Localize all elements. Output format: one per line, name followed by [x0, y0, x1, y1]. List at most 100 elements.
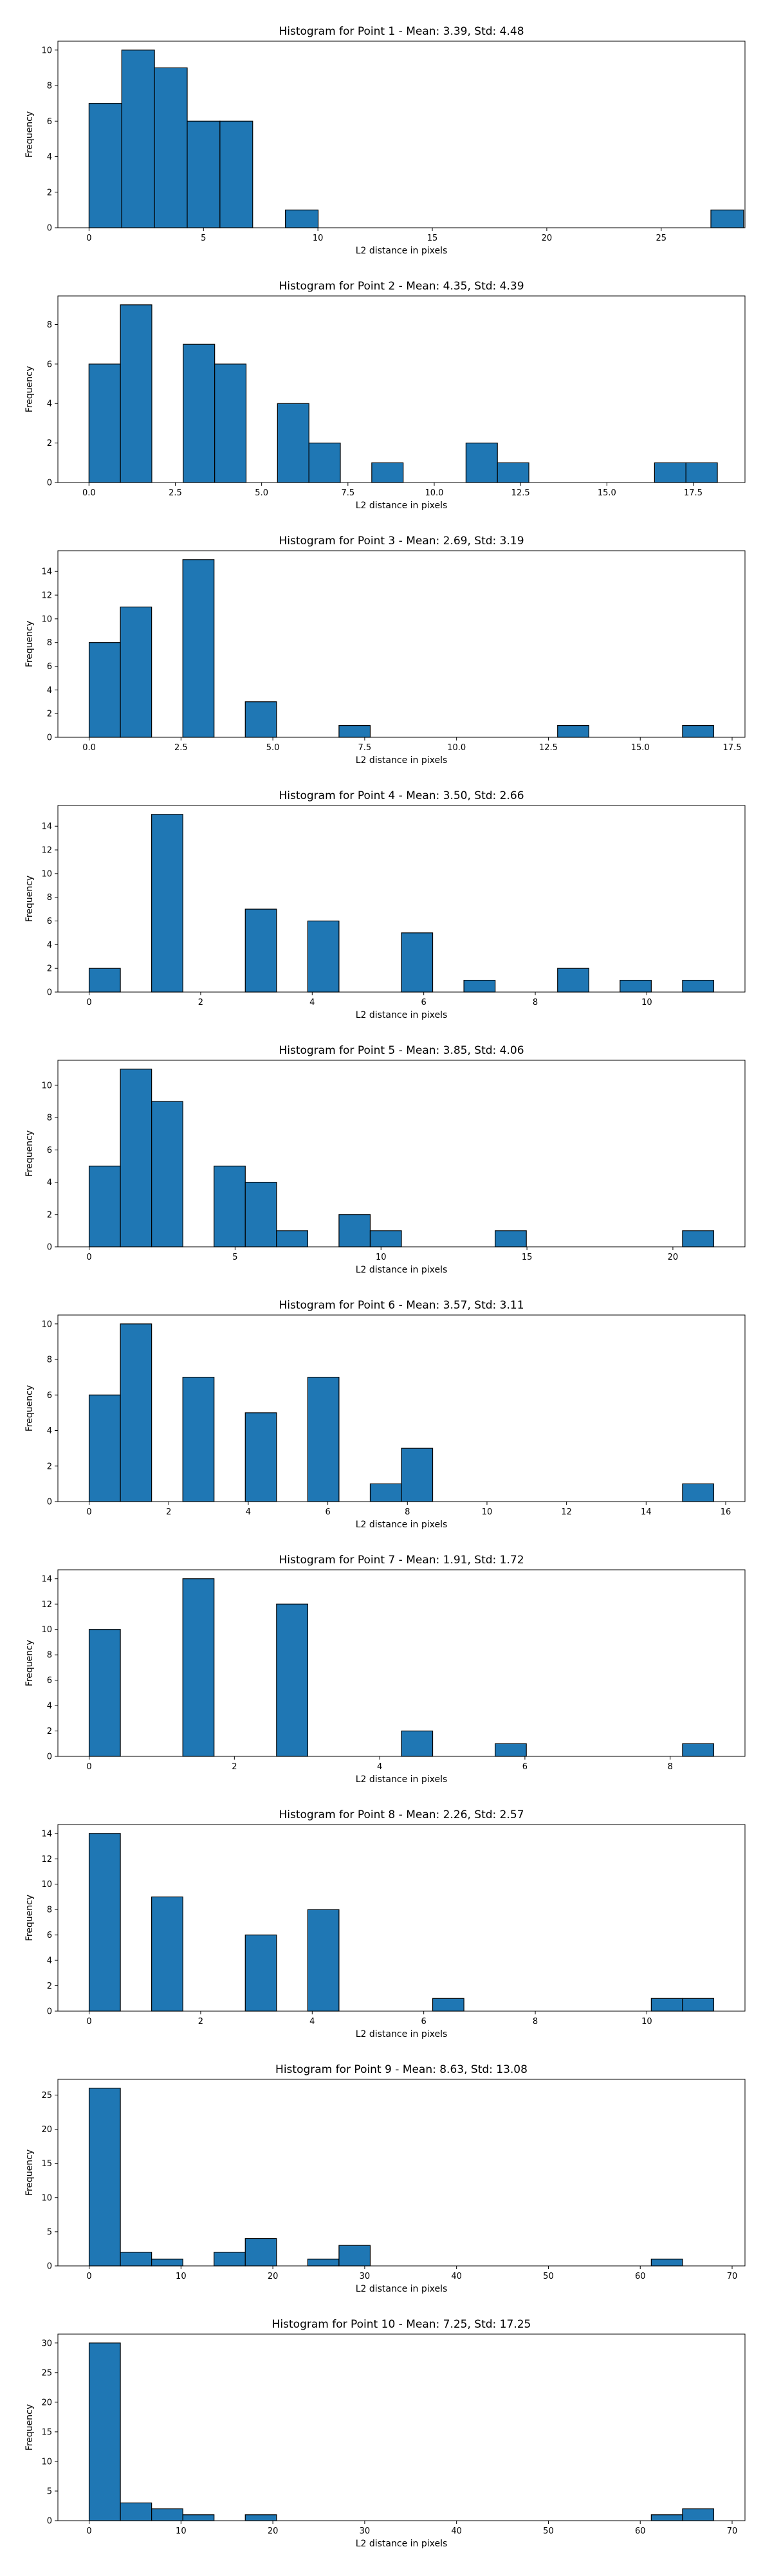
bar	[182, 2514, 215, 2521]
y-tick-label: 8	[47, 893, 52, 903]
x-axis-label: L2 distance in pixels	[356, 755, 448, 766]
y-tick-label: 4	[47, 400, 52, 409]
x-tick-label: 20	[542, 234, 553, 243]
y-axis-label: Frequency	[24, 2149, 35, 2196]
x-axis-label: L2 distance in pixels	[356, 501, 448, 511]
bar	[650, 2258, 683, 2267]
histogram-1: 0 5 10 15 20 25 0 2 4 6 8 10 Histogram for Point 1 -…	[24, 25, 746, 256]
x-tick-label: 17.5	[723, 743, 742, 753]
bar	[495, 1743, 527, 1757]
bar	[151, 2508, 183, 2521]
x-tick-label: 0	[86, 2272, 91, 2281]
x-tick-label: 14	[641, 1507, 652, 1517]
x-tick-label: 17.5	[684, 488, 703, 498]
x-tick-label: 7.5	[341, 488, 354, 498]
y-tick-label: 2	[47, 1210, 52, 1220]
x-tick-label: 70	[727, 2526, 738, 2536]
bar	[685, 462, 718, 483]
x-tick-label: 5.0	[266, 743, 280, 753]
x-tick-label: 10	[313, 234, 324, 243]
x-tick-label: 0	[86, 234, 91, 243]
y-tick-label: 6	[47, 1146, 52, 1155]
bar	[88, 1629, 121, 1757]
y-tick-label: 0	[47, 2007, 52, 2017]
x-axis-label: L2 distance in pixels	[356, 1520, 448, 1530]
x-tick-label: 10.0	[447, 743, 466, 753]
bar	[183, 344, 216, 483]
x-tick-label: 10	[176, 2272, 187, 2281]
chart-title: Histogram for Point 4 - Mean: 3.50, Std:…	[279, 789, 524, 802]
y-tick-label: 8	[47, 1651, 52, 1661]
x-tick-label: 0	[86, 2017, 91, 2027]
x-tick-label: 6	[421, 998, 427, 1007]
x-axis-label: L2 distance in pixels	[356, 246, 448, 256]
bar	[88, 1833, 121, 2012]
bar	[120, 2502, 152, 2521]
bar	[244, 2238, 277, 2267]
x-axis-label: L2 distance in pixels	[356, 2029, 448, 2039]
x-tick-label: 10	[482, 1507, 493, 1517]
bar	[307, 1377, 340, 1502]
histogram-6: 0 2 4 6 8 10 12 14 16 0 2 4 6 8 10 Histogram for Point …	[24, 1299, 746, 1530]
bar	[219, 120, 253, 228]
y-tick-label: 14	[41, 567, 52, 577]
chart-title: Histogram for Point 6 - Mean: 3.57, Std:…	[279, 1299, 524, 1312]
x-tick-label: 7.5	[358, 743, 372, 753]
y-tick-label: 10	[41, 1625, 52, 1635]
y-tick-label: 8	[47, 1356, 52, 1365]
y-tick-label: 10	[41, 1880, 52, 1890]
x-tick-label: 6	[325, 1507, 330, 1517]
y-tick-label: 10	[41, 2193, 52, 2203]
y-tick-label: 10	[41, 2457, 52, 2467]
bar	[187, 120, 221, 228]
bar	[682, 1483, 715, 1502]
y-axis-label: Frequency	[24, 1640, 35, 1686]
bar	[369, 1483, 402, 1502]
axes-frame	[57, 1060, 746, 1247]
y-tick-label: 10	[41, 869, 52, 879]
bar	[650, 1998, 683, 2012]
bar	[308, 443, 341, 483]
bar	[682, 1743, 715, 1757]
histogram-5: 0 5 10 15 20 0 2 4 6 8 10 Histogram for Point 5 - M…	[24, 1044, 746, 1275]
y-tick-label: 4	[47, 1426, 52, 1436]
x-tick-label: 2.5	[174, 743, 188, 753]
x-axis-label: L2 distance in pixels	[356, 2284, 448, 2294]
histogram-10: 0 10 20 30 40 50 60 70 0 5 10 15 20 25 30 Histogram for…	[24, 2318, 746, 2549]
bar	[88, 1165, 121, 1247]
chart-title: Histogram for Point 10 - Mean: 7.25, Std…	[272, 2318, 531, 2331]
x-tick-label: 10	[641, 2017, 652, 2027]
x-tick-label: 8	[533, 998, 538, 1007]
bar	[120, 1323, 152, 1502]
bar	[244, 1935, 277, 2012]
y-tick-label: 0	[47, 988, 52, 998]
x-tick-label: 20	[668, 1253, 679, 1262]
y-tick-label: 2	[47, 188, 52, 198]
bar	[151, 2258, 183, 2267]
y-tick-label: 15	[41, 2427, 52, 2437]
y-tick-label: 0	[47, 1753, 52, 1762]
x-tick-label: 0.0	[82, 488, 96, 498]
bar	[557, 724, 589, 738]
bar	[244, 1412, 277, 1502]
y-tick-label: 14	[41, 1574, 52, 1584]
histogram-4: 0 2 4 6 8 10 0 2 4 6 8 10 12 14 Histogram for Point 4 …	[24, 789, 746, 1020]
axes-frame	[57, 2333, 746, 2521]
bar	[151, 1101, 183, 1247]
x-tick-label: 6	[522, 1762, 528, 1772]
x-axis-label: L2 distance in pixels	[356, 1265, 448, 1275]
y-axis-label: Frequency	[24, 111, 35, 158]
bar	[465, 443, 498, 483]
bar	[182, 559, 215, 738]
x-axis-label: L2 distance in pixels	[356, 1774, 448, 1785]
bar	[120, 2252, 152, 2267]
x-tick-label: 10	[641, 998, 652, 1007]
y-tick-label: 14	[41, 822, 52, 832]
x-axis-label: L2 distance in pixels	[356, 2539, 448, 2549]
x-tick-label: 12.5	[511, 488, 530, 498]
y-axis-label: Frequency	[24, 1895, 35, 1941]
x-tick-label: 25	[656, 234, 667, 243]
bar	[214, 2252, 246, 2267]
axes-frame	[57, 550, 746, 738]
